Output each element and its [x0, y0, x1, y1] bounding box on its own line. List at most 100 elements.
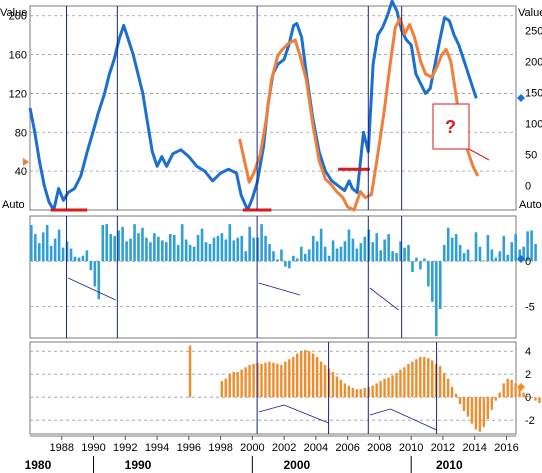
bot-bar-32 — [315, 356, 319, 398]
mid-bar-41 — [192, 246, 196, 262]
bot-bar-42 — [355, 389, 358, 398]
mid-bar-63 — [280, 249, 283, 262]
bot-bar-55 — [407, 363, 410, 398]
mid-bar-62 — [276, 259, 279, 262]
mid-bar-13 — [81, 255, 85, 262]
mid-bar-102 — [435, 261, 438, 337]
mid-bar-2 — [37, 243, 41, 262]
bot-bar-25 — [288, 359, 291, 398]
mid-bar-115 — [486, 234, 490, 262]
bot-bar-67 — [454, 393, 458, 398]
mid-bar-67 — [296, 258, 299, 262]
mid-bar-36 — [172, 234, 176, 262]
mid-bar-92 — [395, 253, 398, 262]
decade-label-2010: 2010 — [436, 458, 463, 472]
auto-right-label: Auto — [519, 199, 542, 211]
mid-bar-18 — [101, 225, 105, 262]
x-tick-2016: 2016 — [494, 442, 518, 454]
mid-bar-105 — [446, 227, 450, 262]
mid-bar-7 — [57, 229, 61, 262]
left-orange-marker — [23, 158, 29, 166]
bot-bar-52 — [395, 373, 398, 398]
mid-bar-60 — [268, 244, 271, 262]
bot-bar-37 — [335, 376, 339, 398]
x-tick-2006: 2006 — [335, 442, 359, 454]
bot-bar-61 — [431, 360, 434, 398]
annotation-pointer — [468, 148, 490, 161]
left-tick-200: 200 — [9, 11, 27, 23]
bot-bar-15 — [248, 365, 251, 398]
x-tick-2014: 2014 — [462, 442, 486, 454]
decade-label-1980: 1980 — [25, 458, 52, 472]
bot-bar-79 — [502, 383, 505, 398]
bot-bar-10 — [228, 374, 231, 398]
mid-bar-79 — [343, 241, 347, 262]
mid-bar-0 — [30, 225, 33, 262]
mid-bar-119 — [502, 235, 506, 262]
bot-bar-29 — [303, 350, 307, 398]
mid-bar-98 — [419, 261, 422, 270]
mid-trend-1 — [258, 282, 301, 296]
mid-bar-113 — [478, 246, 482, 262]
mid-bar-74 — [323, 246, 327, 262]
bot-bar-59 — [423, 356, 426, 398]
mid-bar-65 — [288, 261, 291, 269]
bot-bar-9 — [224, 378, 227, 398]
mid-bar-5 — [49, 245, 53, 262]
bot-bar-54 — [403, 367, 406, 398]
bot-bar-22 — [276, 363, 279, 398]
mid-bar-12 — [77, 257, 81, 262]
bot-bar-13 — [240, 369, 243, 398]
bot-bar-73 — [478, 397, 482, 432]
mid-bar-103 — [438, 261, 442, 310]
x-tick-1994: 1994 — [145, 442, 169, 454]
mid-bar-57 — [256, 237, 259, 262]
mid-right-tick--5: -5 — [525, 301, 535, 313]
left-tick-40: 40 — [15, 166, 27, 178]
bot-bar-84 — [522, 392, 525, 398]
mid-bar-77 — [335, 248, 339, 262]
bot-bar-44 — [363, 388, 366, 398]
mid-bar-112 — [474, 232, 478, 262]
bot-bar-23 — [280, 365, 283, 398]
mid-bar-109 — [462, 253, 466, 262]
right-tick-250: 250 — [525, 26, 542, 38]
mid-bar-106 — [450, 237, 454, 262]
mid-bar-4 — [45, 225, 49, 262]
mid-bar-37 — [176, 244, 180, 262]
mid-bar-64 — [284, 261, 287, 267]
bot-bar-26 — [292, 356, 295, 398]
mid-bar-99 — [423, 258, 426, 262]
mid-bar-121 — [510, 242, 514, 262]
x-tick-2004: 2004 — [304, 442, 328, 454]
bot-bar-57 — [415, 359, 418, 398]
line-series — [28, 0, 480, 212]
mid-bar-19 — [105, 224, 109, 262]
right-tick-50: 50 — [525, 149, 537, 161]
bot-trend-2 — [369, 408, 391, 416]
mid-bar-33 — [161, 240, 164, 262]
event-lines — [66, 6, 438, 434]
bot-bar-50 — [387, 377, 390, 398]
mid-bar-90 — [387, 234, 390, 262]
bot-bar-51 — [391, 375, 394, 398]
left-tick-160: 160 — [9, 50, 27, 62]
bot-bar-58 — [419, 356, 422, 398]
right-tick-150: 150 — [525, 88, 542, 100]
mid-bar-114 — [482, 260, 486, 262]
bot-bar-75 — [486, 397, 490, 420]
bot-bar-48 — [379, 381, 382, 398]
bot-bar-31 — [311, 353, 315, 398]
bot-bar-65 — [446, 378, 450, 398]
left-tick-120: 120 — [9, 88, 27, 100]
right-tick-100: 100 — [525, 118, 542, 130]
x-tick-2002: 2002 — [272, 442, 296, 454]
bot-bar-72 — [474, 397, 478, 430]
bot-bar-86 — [530, 397, 533, 399]
mid-bar-75 — [327, 255, 331, 262]
x-tick-1992: 1992 — [113, 442, 137, 454]
mid-bar-107 — [454, 234, 458, 262]
mid-bar-61 — [272, 251, 275, 262]
right-tick-0: 0 — [525, 180, 531, 192]
